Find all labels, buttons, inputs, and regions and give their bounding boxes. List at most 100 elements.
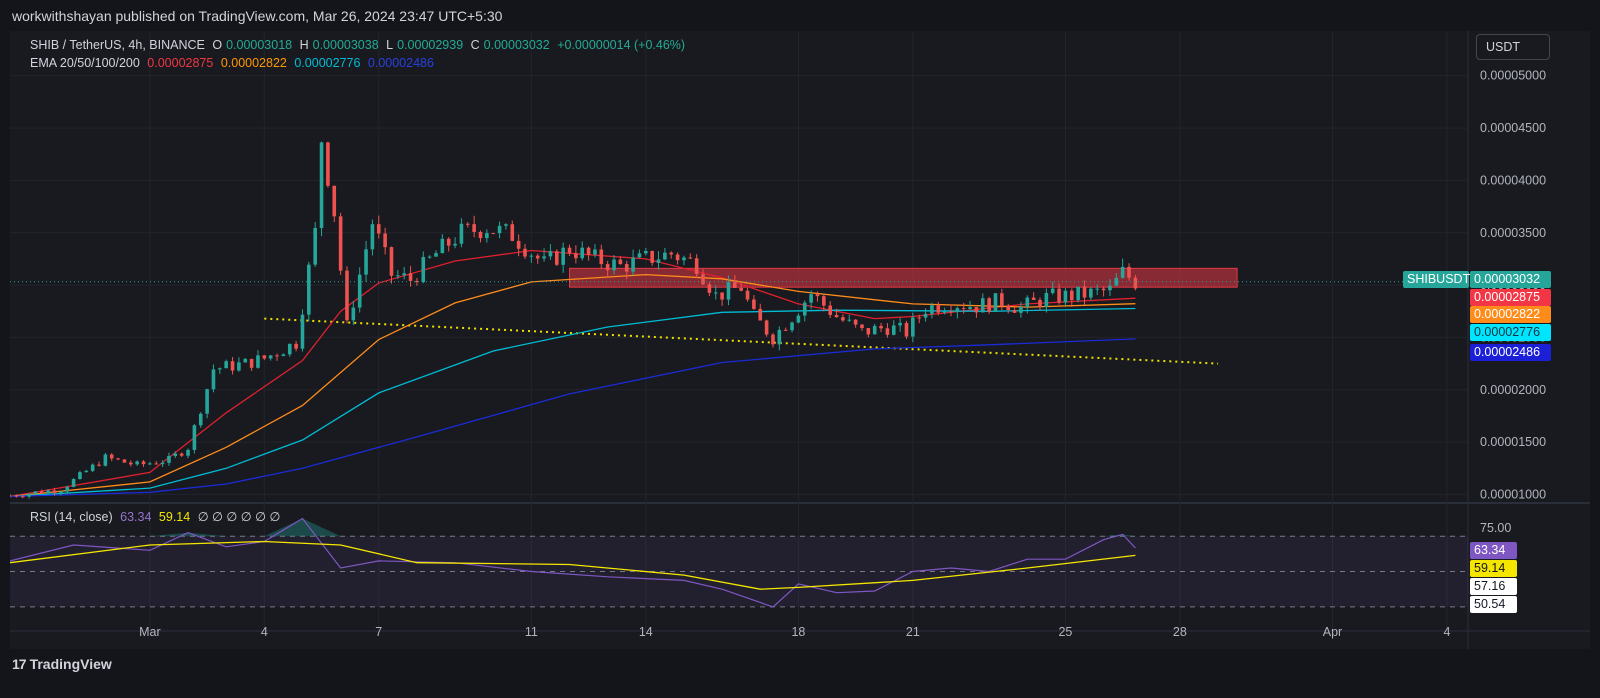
close-value: 0.00003032 xyxy=(483,38,550,52)
candle-down xyxy=(745,290,750,300)
candle-down xyxy=(446,238,451,246)
candle-down xyxy=(179,453,184,456)
candle-up xyxy=(167,455,171,463)
candle-up xyxy=(71,478,76,487)
candle-up xyxy=(726,282,731,300)
last-price-tag: 0.00003032 xyxy=(1470,271,1551,288)
time-axis-label: 7 xyxy=(375,625,382,639)
candle-down xyxy=(523,248,527,257)
time-axis-label: 4 xyxy=(261,625,268,639)
candle-down xyxy=(961,308,966,310)
candle-down xyxy=(20,496,25,498)
price-axis-label: 0.00005000 xyxy=(1480,69,1546,83)
chart-area[interactable]: 0.000010000.000015000.000020000.00002500… xyxy=(10,31,1590,649)
candle-up xyxy=(434,253,438,257)
candle-down xyxy=(1012,309,1017,313)
candle-up xyxy=(485,233,489,239)
candle-up xyxy=(357,274,362,308)
candle-down xyxy=(650,250,654,263)
rsi-lower-tag: 50.54 xyxy=(1470,596,1517,613)
candle-down xyxy=(904,322,909,337)
candle-up xyxy=(307,264,311,315)
candle-down xyxy=(688,257,693,259)
candle-up xyxy=(1076,286,1080,301)
rsi-ma-value: 59.14 xyxy=(158,510,191,524)
ema200-line xyxy=(10,338,1136,498)
candle-up xyxy=(351,307,356,321)
candle-down xyxy=(815,294,820,297)
ema20-value: 0.00002875 xyxy=(147,56,214,70)
candle-down xyxy=(605,264,610,271)
candle-down xyxy=(1057,288,1061,303)
candle-down xyxy=(415,280,419,283)
candle-down xyxy=(599,249,604,265)
candle-down xyxy=(1038,299,1042,307)
candle-down xyxy=(694,258,699,275)
ema20-price-tag: 0.00002875 xyxy=(1470,289,1551,306)
ema100-value: 0.00002776 xyxy=(294,56,361,70)
candle-up xyxy=(1089,288,1093,298)
candle-down xyxy=(822,296,826,306)
rsi-ma-price-tag: 59.14 xyxy=(1470,560,1517,577)
ema20-line xyxy=(10,249,1136,498)
candle-up xyxy=(198,413,203,426)
candle-up xyxy=(459,223,464,244)
candle-down xyxy=(752,299,756,309)
candle-up xyxy=(802,302,807,316)
candle-down xyxy=(707,284,712,293)
candle-up xyxy=(631,257,635,272)
ema200-price-tag: 0.00002486 xyxy=(1470,344,1551,361)
candle-up xyxy=(872,325,877,335)
candle-up xyxy=(281,354,286,357)
rsi-line xyxy=(10,517,1136,608)
candle-down xyxy=(275,355,279,357)
candle-up xyxy=(427,256,432,258)
candle-up xyxy=(644,250,648,254)
price-axis-label: 0.00001500 xyxy=(1480,435,1546,449)
tradingview-logo[interactable]: 17 TradingView xyxy=(12,656,112,672)
candle-up xyxy=(891,325,896,335)
rsi-legend: RSI (14, close) 63.34 59.14 ∅ ∅ ∅ ∅ ∅ ∅ xyxy=(30,509,284,524)
candle-up xyxy=(192,425,197,450)
candle-up xyxy=(396,275,400,277)
candle-down xyxy=(1082,286,1087,298)
candle-down xyxy=(771,334,775,345)
candle-up xyxy=(364,249,368,275)
ema200-value: 0.00002486 xyxy=(367,56,434,70)
candle-up xyxy=(300,314,305,349)
candle-down xyxy=(758,308,763,321)
rsi-empty-values: ∅ ∅ ∅ ∅ ∅ ∅ xyxy=(197,510,281,524)
candle-down xyxy=(841,317,845,321)
candle-down xyxy=(472,224,476,232)
candle-up xyxy=(847,319,852,321)
candle-up xyxy=(637,253,642,258)
candle-up xyxy=(78,472,82,479)
currency-button[interactable]: USDT xyxy=(1476,34,1550,60)
candle-up xyxy=(993,293,998,312)
candle-down xyxy=(1133,277,1138,289)
candle-down xyxy=(669,252,674,255)
candle-down xyxy=(739,287,743,291)
candle-down xyxy=(917,317,922,319)
time-axis-label: 25 xyxy=(1058,625,1072,639)
candle-up xyxy=(561,247,565,265)
candle-down xyxy=(383,233,387,248)
candle-down xyxy=(52,490,57,493)
candle-up xyxy=(968,307,972,310)
candle-down xyxy=(294,343,298,349)
candle-up xyxy=(421,256,426,283)
candle-up xyxy=(33,491,38,494)
candle-up xyxy=(160,462,165,465)
candle-up xyxy=(90,464,95,471)
candle-up xyxy=(809,294,813,303)
candle-up xyxy=(224,361,228,369)
time-axis-label: 21 xyxy=(906,625,920,639)
candle-down xyxy=(618,259,623,265)
candle-up xyxy=(580,247,585,259)
candle-down xyxy=(586,247,591,255)
candle-up xyxy=(548,251,553,257)
ema50-line xyxy=(10,273,1136,498)
price-chart[interactable]: 0.000010000.000015000.000020000.00002500… xyxy=(10,31,1590,649)
open-value: 0.00003018 xyxy=(226,38,293,52)
candle-down xyxy=(389,247,394,276)
